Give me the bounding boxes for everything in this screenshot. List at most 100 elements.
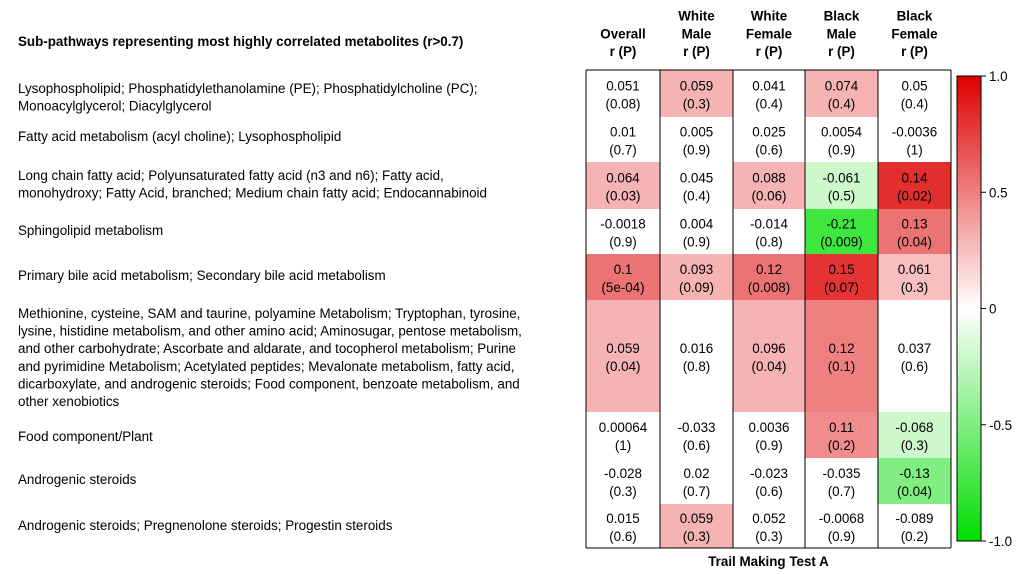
- cell-p-value: (0.06): [752, 189, 787, 204]
- cell-p-value: (0.9): [683, 143, 711, 158]
- cell-p-value: (0.2): [901, 529, 929, 544]
- heatmap-cell: [733, 412, 805, 458]
- cell-p-value: (0.3): [683, 529, 711, 544]
- cell-p-value: (0.3): [755, 529, 783, 544]
- cell-r-value: 0.059: [606, 341, 640, 356]
- cell-r-value: 0.15: [828, 262, 854, 277]
- column-header: r (P): [683, 44, 710, 59]
- heatmap-cell: [660, 117, 733, 162]
- cell-p-value: (0.4): [683, 189, 711, 204]
- row-label: and pyrimidine Metabolism; Acetylated pe…: [18, 359, 514, 374]
- heatmap-cell: [805, 70, 878, 117]
- cell-r-value: 0.016: [680, 341, 714, 356]
- cell-p-value: (0.07): [824, 280, 859, 295]
- heatmap-cell: [586, 504, 660, 548]
- cell-p-value: (0.08): [606, 97, 641, 112]
- cell-p-value: (0.04): [752, 359, 787, 374]
- heatmap-cell: [660, 162, 733, 209]
- heatmap-cell: [733, 504, 805, 548]
- row-label: Sphingolipid metabolism: [18, 223, 163, 238]
- cell-r-value: -0.0036: [892, 125, 937, 140]
- heatmap-cell: [878, 117, 951, 162]
- heatmap-cell: [660, 254, 733, 300]
- heatmap-cell: [586, 162, 660, 209]
- cell-p-value: (0.9): [683, 235, 711, 250]
- row-label: Fatty acid metabolism (acyl choline); Ly…: [18, 129, 341, 144]
- heatmap-cell: [805, 209, 878, 254]
- cell-r-value: 0.14: [901, 171, 928, 186]
- cell-p-value: (0.3): [609, 484, 637, 499]
- cell-r-value: 0.00064: [599, 420, 648, 435]
- heatmap-cell: [586, 209, 660, 254]
- cell-p-value: (0.008): [748, 280, 790, 295]
- cell-r-value: 0.064: [606, 171, 640, 186]
- cell-r-value: -0.068: [896, 420, 934, 435]
- heatmap-cell: [660, 504, 733, 548]
- cell-r-value: -0.0018: [600, 217, 645, 232]
- column-header: r (P): [828, 44, 855, 59]
- cell-p-value: (0.09): [679, 280, 714, 295]
- colorbar-tick-label: 1.0: [989, 69, 1008, 84]
- row-label: Androgenic steroids; Pregnenolone steroi…: [18, 518, 393, 533]
- cell-r-value: -0.13: [899, 466, 930, 481]
- cell-r-value: -0.21: [826, 217, 857, 232]
- column-header: r (P): [756, 44, 783, 59]
- cell-p-value: (0.02): [897, 189, 932, 204]
- column-header: White: [678, 9, 714, 24]
- cell-p-value: (0.1): [828, 359, 856, 374]
- column-header: White: [751, 9, 787, 24]
- heatmap-cell: [733, 117, 805, 162]
- cell-p-value: (0.009): [820, 235, 862, 250]
- colorbar-tick-label: -1.0: [989, 534, 1012, 549]
- heatmap-cell: [660, 300, 733, 412]
- cell-p-value: (5e-04): [601, 280, 644, 295]
- cell-p-value: (0.7): [609, 143, 637, 158]
- cell-r-value: 0.074: [825, 79, 859, 94]
- cell-p-value: (0.8): [683, 359, 711, 374]
- cell-p-value: (0.5): [828, 189, 856, 204]
- cell-p-value: (0.04): [897, 235, 932, 250]
- colorbar: [956, 75, 982, 542]
- cell-r-value: 0.13: [901, 217, 927, 232]
- cell-r-value: -0.023: [750, 466, 788, 481]
- heatmap-cell: [586, 70, 660, 117]
- column-header: Overall: [600, 26, 645, 41]
- row-label: Lysophospholipid; Phosphatidylethanolami…: [18, 81, 478, 96]
- cell-r-value: 0.045: [680, 171, 714, 186]
- heatmap-cell: [586, 254, 660, 300]
- heatmap-cell: [805, 504, 878, 548]
- cell-r-value: 0.02: [683, 466, 709, 481]
- heatmap-cell: [733, 300, 805, 412]
- heatmap-cell: [805, 412, 878, 458]
- cell-p-value: (0.3): [683, 97, 711, 112]
- cell-r-value: 0.01: [610, 125, 636, 140]
- cell-p-value: (1): [615, 438, 631, 453]
- cell-r-value: 0.0036: [749, 420, 790, 435]
- heatmap-cell: [660, 458, 733, 504]
- colorbar-tick-label: 0.5: [989, 185, 1008, 200]
- cell-r-value: 0.12: [756, 262, 782, 277]
- cell-r-value: 0.05: [901, 79, 927, 94]
- heatmap-cell: [805, 254, 878, 300]
- heatmap-cell: [878, 70, 951, 117]
- cell-p-value: (0.4): [828, 97, 856, 112]
- column-header: Female: [746, 26, 792, 41]
- cell-r-value: -0.089: [896, 511, 934, 526]
- heatmap-cell: [805, 162, 878, 209]
- cell-p-value: (0.6): [755, 143, 783, 158]
- row-label: dicarboxylate, and androgenic steroids; …: [18, 376, 520, 391]
- cell-p-value: (0.9): [828, 529, 856, 544]
- heatmap-cell: [878, 300, 951, 412]
- heatmap-cell: [878, 209, 951, 254]
- cell-r-value: -0.035: [823, 466, 861, 481]
- heatmap-cell: [586, 412, 660, 458]
- cell-r-value: 0.088: [752, 171, 786, 186]
- row-label: Androgenic steroids: [18, 472, 137, 487]
- row-label: Food component/Plant: [18, 429, 153, 444]
- heatmap-cell: [586, 117, 660, 162]
- heatmap-cell: [660, 70, 733, 117]
- heatmap-cell: [878, 412, 951, 458]
- heatmap-cell: [586, 458, 660, 504]
- row-label: monohydroxy; Fatty Acid, branched; Mediu…: [18, 186, 487, 201]
